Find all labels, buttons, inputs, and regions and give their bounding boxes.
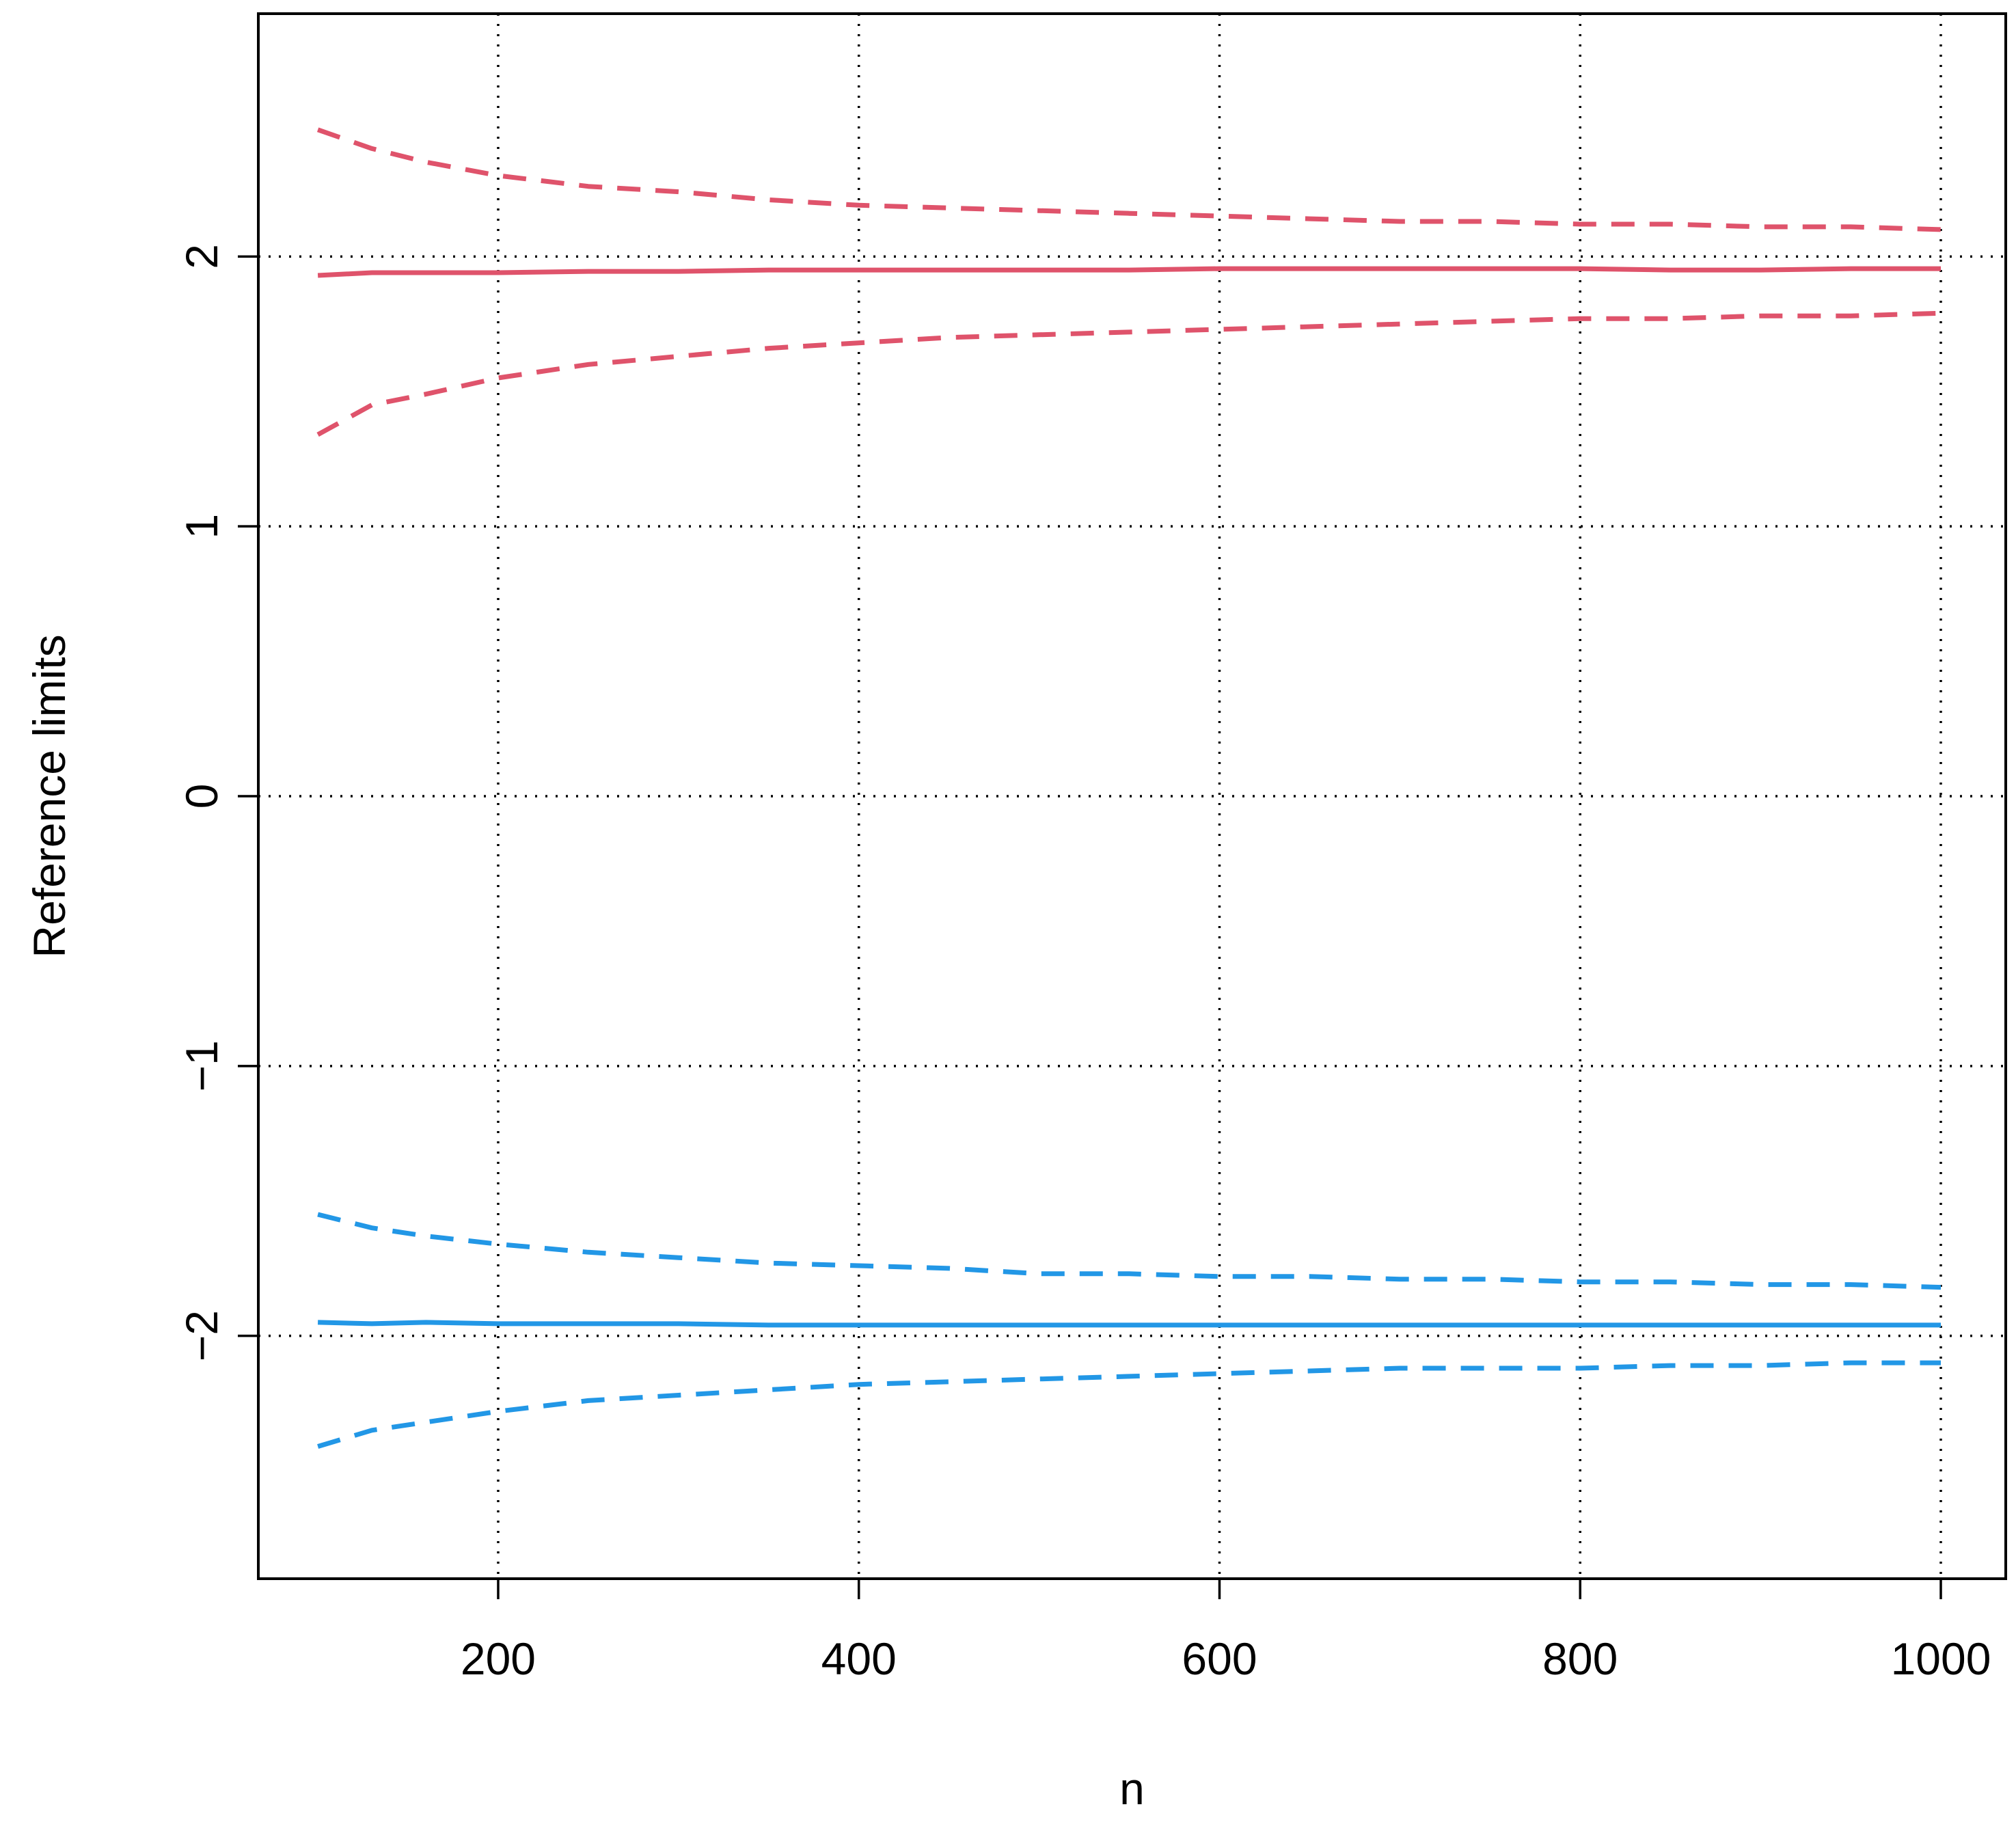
y-tick-label: 2 [176,244,227,269]
x-tick-label: 600 [1182,1633,1257,1684]
series-line-upper-estimate [317,266,1941,278]
series-line-upper-lower-ci [316,310,1942,437]
series-line-lower-estimate [318,1320,1941,1328]
y-tick-label: 0 [176,784,227,809]
axes: 200 400 600 800 1000 −2 −1 0 1 2 [176,244,1991,1684]
y-tick-label: −2 [176,1310,227,1361]
series-lines [316,127,1942,1449]
y-tick-label: −1 [176,1040,227,1091]
x-tick-label: 1000 [1891,1633,1991,1684]
series-line-upper-upper-ci [316,127,1942,232]
gridlines [258,14,2006,1579]
x-tick-label: 400 [821,1633,897,1684]
x-axis-label: n [1119,1763,1145,1814]
series-line-lower-lower-ci [317,1360,1941,1449]
y-axis-label: Reference limits [24,634,74,957]
x-tick-label: 800 [1542,1633,1618,1684]
x-tick-label: 200 [461,1633,536,1684]
plot-frame [257,12,2007,1580]
y-tick-label: 1 [176,514,227,539]
series-line-lower-upper-ci [317,1212,1942,1290]
